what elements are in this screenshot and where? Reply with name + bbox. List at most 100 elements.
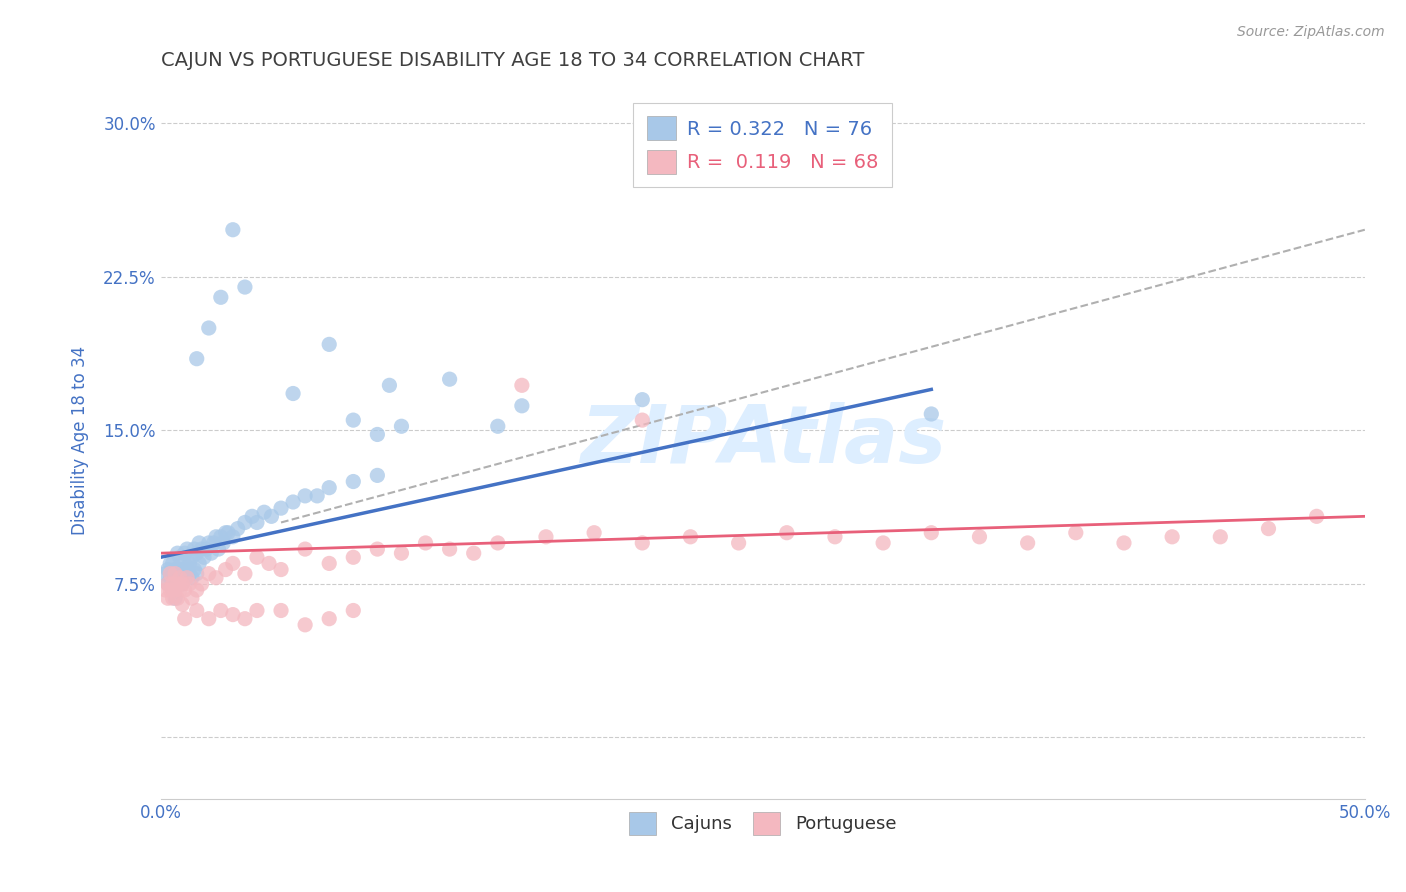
Point xyxy=(190,577,212,591)
Point xyxy=(240,509,263,524)
Point xyxy=(391,546,413,560)
Point xyxy=(181,591,204,606)
Point xyxy=(1209,530,1232,544)
Point xyxy=(162,577,184,591)
Point xyxy=(173,612,195,626)
Point xyxy=(186,546,208,560)
Point xyxy=(156,577,179,591)
Point xyxy=(169,582,191,597)
Point xyxy=(824,530,846,544)
Point xyxy=(342,550,364,565)
Point xyxy=(172,577,194,591)
Point xyxy=(193,550,215,565)
Point xyxy=(631,536,654,550)
Point xyxy=(226,522,249,536)
Point xyxy=(222,607,245,622)
Point xyxy=(486,536,509,550)
Point xyxy=(260,509,283,524)
Point xyxy=(165,566,187,581)
Point xyxy=(222,223,245,237)
Point xyxy=(1257,522,1279,536)
Point xyxy=(156,591,179,606)
Point xyxy=(186,582,208,597)
Point xyxy=(214,563,236,577)
Point xyxy=(190,542,212,557)
Point xyxy=(200,546,222,560)
Point xyxy=(342,413,364,427)
Point xyxy=(209,603,232,617)
Point xyxy=(176,542,198,557)
Point xyxy=(179,577,201,591)
Point xyxy=(179,557,201,571)
Point xyxy=(534,530,557,544)
Point xyxy=(233,280,256,294)
Point xyxy=(165,571,187,585)
Point xyxy=(222,557,245,571)
Point xyxy=(318,337,340,351)
Point xyxy=(169,571,191,585)
Point xyxy=(172,598,194,612)
Point xyxy=(378,378,401,392)
Point xyxy=(162,566,184,581)
Point xyxy=(631,413,654,427)
Point xyxy=(212,536,235,550)
Point xyxy=(318,481,340,495)
Text: Source: ZipAtlas.com: Source: ZipAtlas.com xyxy=(1237,25,1385,39)
Point xyxy=(510,399,533,413)
Point xyxy=(197,612,219,626)
Point xyxy=(165,582,187,597)
Point xyxy=(202,536,225,550)
Point xyxy=(197,321,219,335)
Point xyxy=(366,542,388,557)
Point xyxy=(776,525,799,540)
Point xyxy=(920,525,942,540)
Point xyxy=(166,577,188,591)
Point xyxy=(179,566,201,581)
Point xyxy=(209,290,232,304)
Point xyxy=(173,546,195,560)
Point xyxy=(205,571,228,585)
Point xyxy=(166,591,188,606)
Point xyxy=(233,612,256,626)
Point xyxy=(169,571,191,585)
Point xyxy=(872,536,894,550)
Point xyxy=(173,557,195,571)
Point xyxy=(281,495,304,509)
Point xyxy=(439,372,461,386)
Point xyxy=(294,542,316,557)
Point xyxy=(246,603,269,617)
Point xyxy=(188,536,211,550)
Point xyxy=(166,563,188,577)
Point xyxy=(183,542,205,557)
Point xyxy=(969,530,991,544)
Point xyxy=(631,392,654,407)
Point xyxy=(186,603,208,617)
Point xyxy=(172,563,194,577)
Point xyxy=(270,603,292,617)
Point xyxy=(181,550,204,565)
Point xyxy=(214,525,236,540)
Point xyxy=(1161,530,1184,544)
Point xyxy=(209,530,232,544)
Point xyxy=(205,530,228,544)
Point xyxy=(257,557,280,571)
Point xyxy=(727,536,749,550)
Point xyxy=(162,582,184,597)
Point xyxy=(294,489,316,503)
Text: CAJUN VS PORTUGUESE DISABILITY AGE 18 TO 34 CORRELATION CHART: CAJUN VS PORTUGUESE DISABILITY AGE 18 TO… xyxy=(160,51,865,70)
Point xyxy=(233,516,256,530)
Point xyxy=(217,525,239,540)
Point xyxy=(1017,536,1039,550)
Point xyxy=(169,550,191,565)
Point xyxy=(195,542,218,557)
Point xyxy=(156,563,179,577)
Point xyxy=(172,577,194,591)
Point xyxy=(366,427,388,442)
Point xyxy=(318,612,340,626)
Point xyxy=(166,577,188,591)
Point xyxy=(188,557,211,571)
Point xyxy=(270,563,292,577)
Point xyxy=(183,563,205,577)
Text: ZIPAtlas: ZIPAtlas xyxy=(579,401,946,480)
Point xyxy=(165,563,187,577)
